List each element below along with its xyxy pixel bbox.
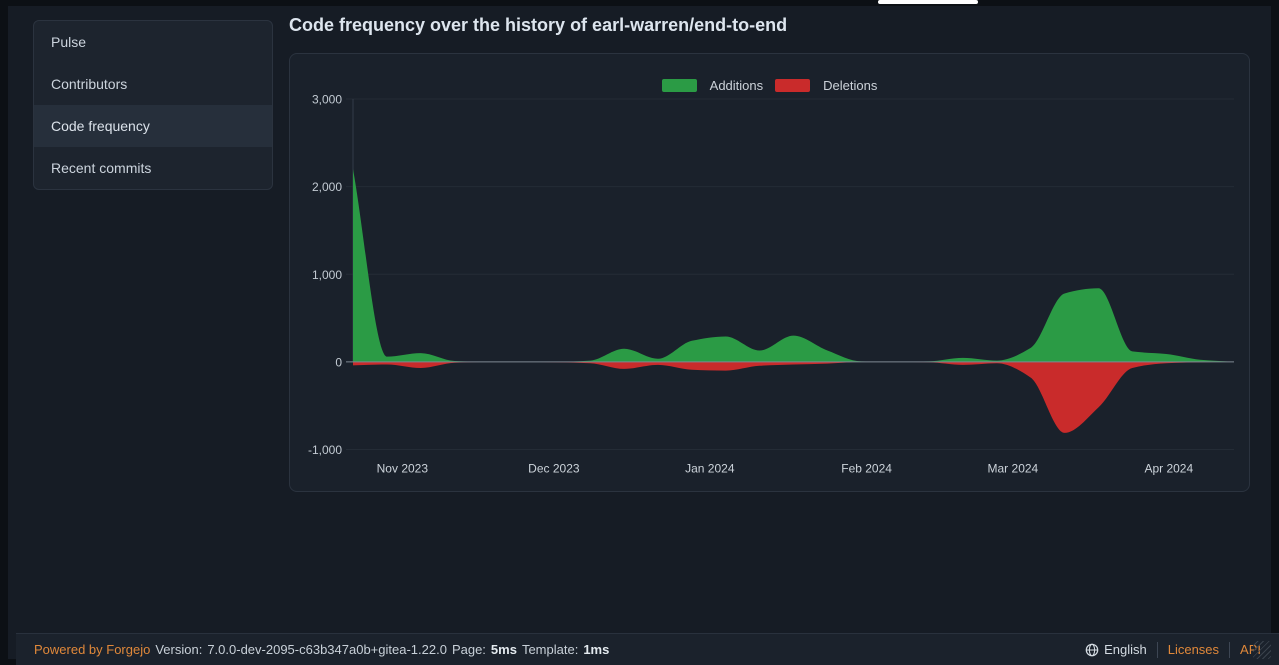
x-tick-label: Dec 2023	[528, 462, 580, 476]
x-tick-label: Feb 2024	[841, 462, 892, 476]
language-menu[interactable]: English	[1085, 642, 1147, 657]
code-frequency-chart: 3,000 2,000 1,000 0 -1,000 Nov 2023 Dec 2023 Ja…	[308, 93, 1234, 476]
legend-deletions[interactable]: Deletions	[775, 78, 877, 93]
legend-additions[interactable]: Additions	[661, 77, 764, 93]
content-area: Pulse Contributors Code frequency Recent…	[8, 6, 1279, 665]
deletions-swatch	[775, 78, 811, 92]
version-value: 7.0.0-dev-2095-c63b347a0b+gitea-1.22.0	[207, 642, 447, 657]
footer-divider	[1156, 641, 1158, 658]
template-time-label: Template:	[521, 642, 579, 657]
additions-area	[353, 169, 1234, 362]
x-tick-label: Mar 2024	[988, 462, 1039, 476]
powered-by-forgejo-link[interactable]: Powered by Forgejo	[34, 642, 151, 657]
code-frequency-chart-panel: Additions Deletions 3,000 2,000 1,000 0 -1,0…	[289, 53, 1250, 492]
sidebar-item-recent-commits[interactable]: Recent commits	[51, 160, 152, 176]
y-tick-label: -1,000	[308, 443, 342, 457]
sidebar-item-pulse[interactable]: Pulse	[51, 34, 87, 50]
deletions-area	[353, 361, 1234, 433]
top-tab-bar-edge	[0, 0, 1279, 6]
additions-label: Additions	[709, 77, 764, 93]
footer-divider	[1229, 641, 1231, 658]
additions-swatch	[661, 78, 697, 92]
y-tick-label: 2,000	[312, 180, 342, 194]
resize-grip	[1253, 641, 1271, 659]
template-time-value: 1ms	[583, 642, 610, 657]
x-tick-label: Jan 2024	[685, 462, 735, 476]
y-tick-label: 1,000	[312, 268, 342, 282]
sidebar-item-contributors[interactable]: Contributors	[51, 76, 128, 92]
page-title: Code frequency over the history of earl-…	[289, 15, 788, 35]
language-label: English	[1104, 642, 1147, 657]
y-tick-label: 3,000	[312, 93, 342, 107]
x-tick-label: Apr 2024	[1144, 462, 1193, 476]
footer-info: Powered by Forgejo Version: 7.0.0-dev-20…	[34, 642, 609, 657]
y-tick-label: 0	[335, 355, 342, 369]
activity-sidebar-menu: Pulse Contributors Code frequency Recent…	[33, 20, 273, 190]
licenses-link[interactable]: Licenses	[1167, 642, 1220, 657]
footer: Powered by Forgejo Version: 7.0.0-dev-20…	[16, 633, 1279, 665]
page-time-value: 5ms	[490, 642, 517, 657]
active-tab-indicator[interactable]	[878, 0, 978, 4]
chart-legend: Additions Deletions	[290, 77, 1249, 93]
sidebar-item-code-frequency[interactable]: Code frequency	[34, 105, 272, 147]
deletions-label: Deletions	[823, 77, 878, 93]
footer-links: English Licenses API	[1085, 641, 1261, 658]
page-time-label: Page:	[451, 642, 486, 657]
globe-icon	[1085, 643, 1099, 656]
x-tick-label: Nov 2023	[377, 462, 429, 476]
version-label: Version:	[155, 642, 203, 657]
